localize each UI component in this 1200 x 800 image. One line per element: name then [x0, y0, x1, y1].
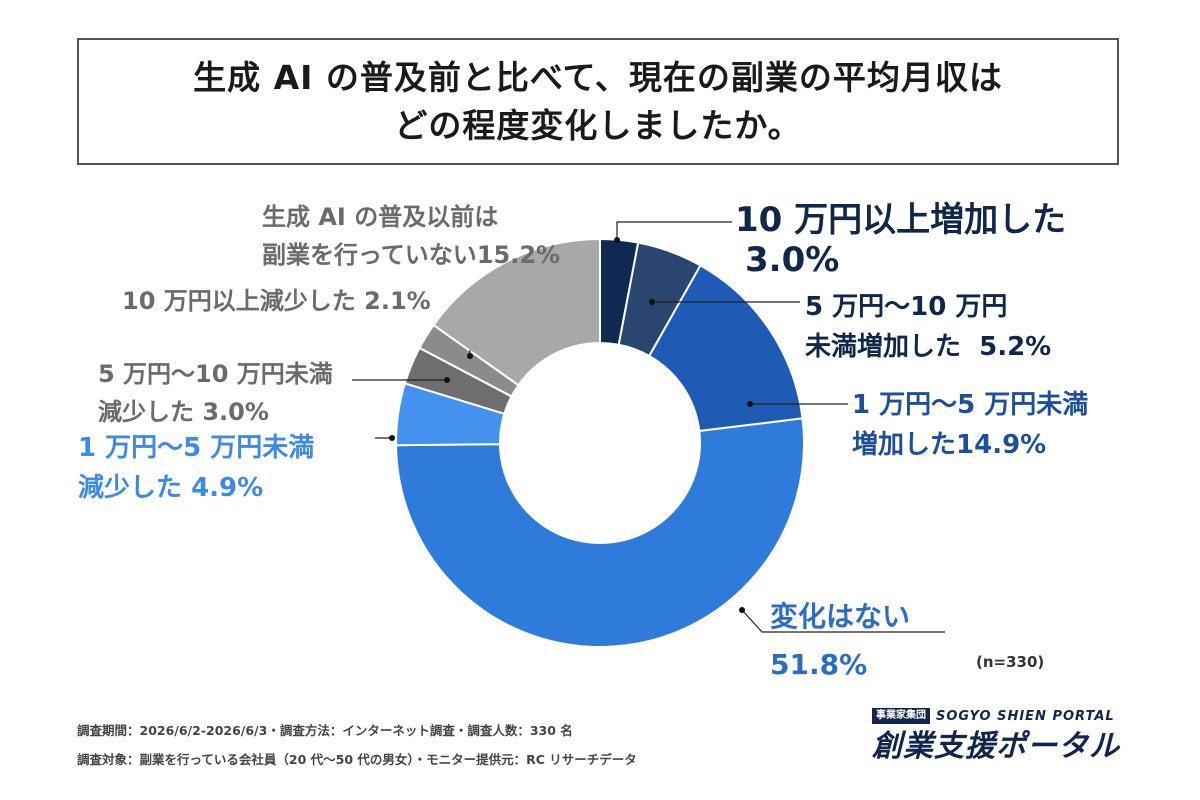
leader-dot-4 — [389, 435, 395, 441]
brand-logo: 事業家集団 SOGYO SHIEN PORTAL 創業支援ポータル — [872, 707, 1120, 767]
slice-label-4-name-2: 減少した — [78, 473, 183, 503]
slice-label-1-value: 5.2% — [979, 332, 1052, 362]
slice-label-4-name-1: 1 万円〜5 万円未満 — [78, 433, 315, 463]
slice-label-1: 5 万円〜10 万円 未満増加した 5.2% — [805, 287, 1051, 367]
slice-label-0: 10 万円以上増加した 3.0% — [735, 200, 1066, 280]
slice-label-1-name-1: 5 万円〜10 万円 — [805, 292, 1008, 322]
slice-label-2-value: 14.9% — [956, 430, 1047, 460]
slice-label-5: 5 万円〜10 万円未満 減少した 3.0% — [98, 355, 333, 431]
slice-label-7-name-1: 生成 AI の普及以前は — [262, 203, 499, 231]
donut-slice-3 — [394, 417, 805, 648]
leader-line-0 — [616, 221, 732, 240]
slice-label-5-name-2: 減少した — [98, 398, 194, 426]
leader-dot-1 — [649, 299, 655, 305]
leader-dot-0 — [614, 237, 620, 243]
slice-label-1-name-2: 未満増加した — [805, 332, 962, 362]
slice-label-2-name-1: 1 万円〜5 万円未満 — [852, 390, 1089, 420]
footer-survey-period: 調査期間：2026/6/2-2026/6/3・調査方法：インターネット調査・調査… — [77, 723, 573, 738]
slice-label-2: 1 万円〜5 万円未満 増加した14.9% — [852, 385, 1088, 465]
slice-label-7: 生成 AI の普及以前は 副業を行っていない15.2% — [262, 198, 560, 274]
slice-label-5-name-1: 5 万円〜10 万円未満 — [98, 360, 333, 388]
slice-label-3: 変化はない 51.8% — [770, 593, 910, 689]
brand-english: SOGYO SHIEN PORTAL — [936, 708, 1115, 724]
slice-label-0-name: 10 万円以上増加した — [735, 200, 1067, 240]
slice-label-3-name: 変化はない — [770, 600, 911, 633]
slice-label-4-value: 4.9% — [191, 473, 264, 503]
footer-survey-target: 調査対象：副業を行っている会社員（20 代〜50 代の男女）・モニター提供元：R… — [77, 752, 637, 767]
slice-label-6: 10 万円以上減少した 2.1% — [122, 282, 431, 320]
slice-label-7-value: 15.2% — [476, 241, 561, 269]
slice-label-5-value: 3.0% — [202, 398, 269, 426]
sample-size-note: (n=330) — [976, 653, 1045, 671]
slice-label-6-value: 2.1% — [364, 287, 431, 315]
donut-slice-2 — [647, 264, 804, 433]
leader-dot-6 — [467, 353, 473, 359]
leader-dot-5 — [444, 377, 450, 383]
slice-label-6-name: 10 万円以上減少した — [122, 287, 356, 315]
title-box: 生成 AI の普及前と比べて、現在の副業の平均月収は どの程度変化しましたか。 — [77, 38, 1119, 165]
slice-label-3-value: 51.8% — [770, 648, 868, 681]
brand-top-row: 事業家集団 SOGYO SHIEN PORTAL — [872, 707, 1120, 725]
title-line-1: 生成 AI の普及前と比べて、現在の副業の平均月収は — [193, 57, 1003, 97]
donut-slice-7 — [432, 237, 601, 387]
brand-japanese: 創業支援ポータル — [872, 729, 1120, 764]
slice-label-4: 1 万円〜5 万円未満 減少した 4.9% — [78, 428, 314, 508]
leader-line-3 — [741, 609, 945, 633]
brand-badge: 事業家集団 — [872, 708, 930, 724]
leader-dot-2 — [747, 401, 753, 407]
slice-label-2-name-2: 増加した — [852, 430, 957, 460]
leader-dot-3 — [739, 607, 745, 613]
slice-label-7-name-2: 副業を行っていない — [262, 241, 477, 269]
title-line-2: どの程度変化しましたか。 — [394, 105, 802, 145]
slice-label-0-value: 3.0% — [745, 240, 840, 280]
